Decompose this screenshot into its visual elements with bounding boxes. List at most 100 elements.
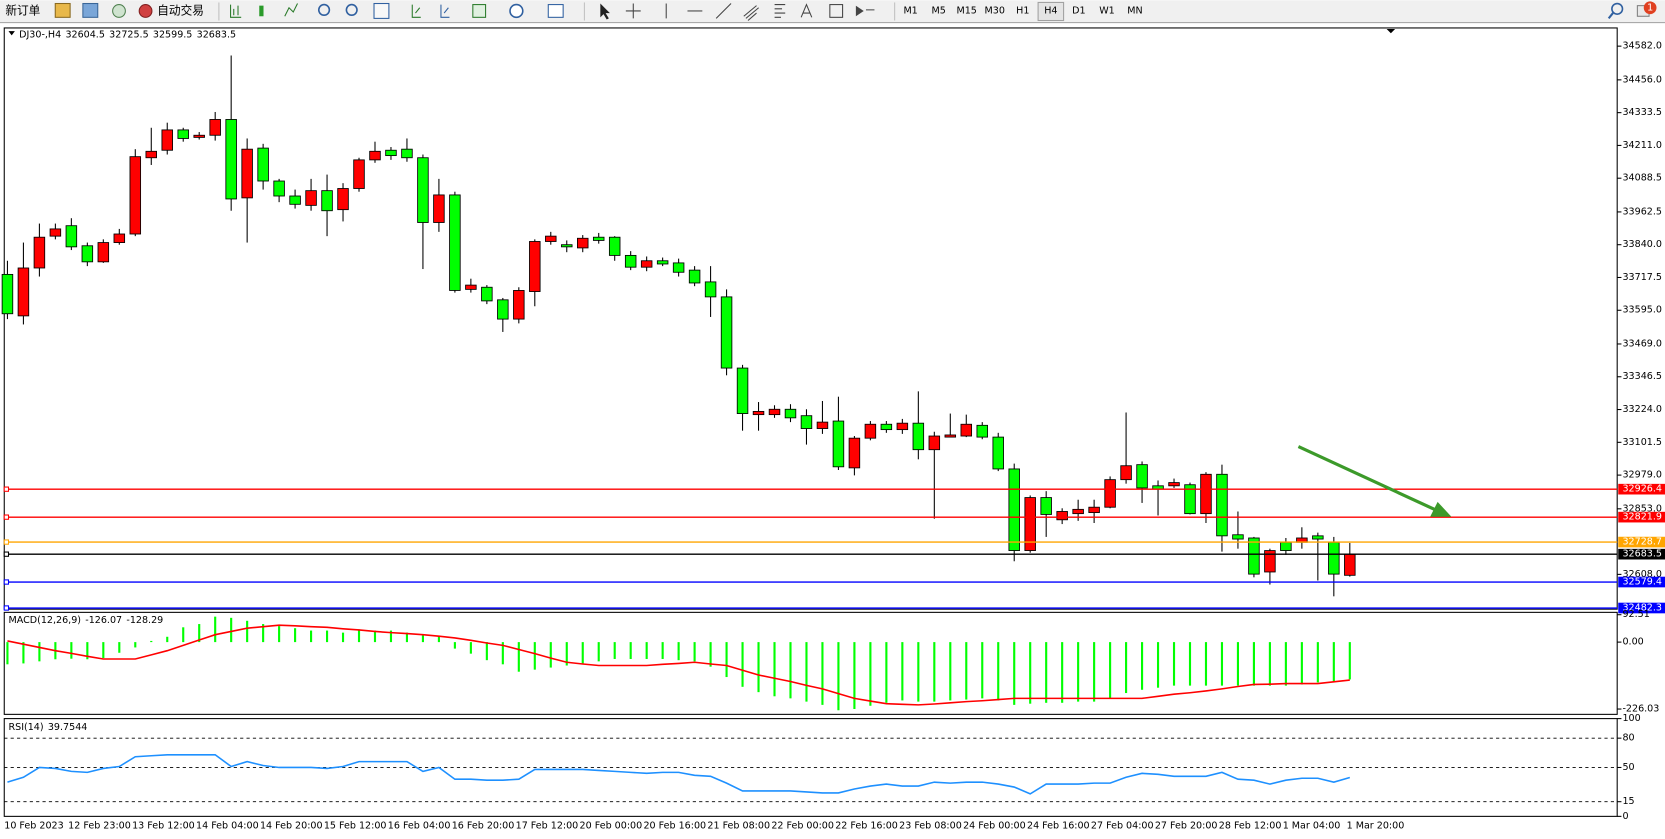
icon[interactable] xyxy=(54,2,71,18)
y-tick-label: 34333.5 xyxy=(1622,107,1661,118)
candle-body xyxy=(65,225,78,248)
timeframe-button[interactable]: W1 xyxy=(1099,5,1115,16)
icon[interactable] xyxy=(284,3,298,17)
panel-frame xyxy=(3,27,1618,610)
x-tick-label: 15 Feb 12:00 xyxy=(324,820,387,831)
level-label-bg xyxy=(1618,536,1665,548)
icon[interactable] xyxy=(547,4,564,18)
timeframe-button[interactable]: M30 xyxy=(985,5,1005,16)
level-label: 32482.3 xyxy=(1622,603,1661,614)
candle-body xyxy=(273,180,285,197)
level-handle[interactable] xyxy=(3,551,10,557)
auto-trading-button[interactable]: 自动交易 xyxy=(157,3,204,17)
timeframe-button[interactable]: MN xyxy=(1127,5,1142,16)
crosshair-tool[interactable] xyxy=(625,3,641,19)
candle-body xyxy=(672,262,685,273)
level-handle[interactable] xyxy=(3,514,10,520)
candle-body xyxy=(449,194,461,291)
zoom-in[interactable] xyxy=(317,3,331,17)
timeframe-button[interactable]: M1 xyxy=(903,5,917,16)
y-tick-label: 33101.5 xyxy=(1622,437,1661,448)
trendline-tool[interactable] xyxy=(715,3,732,19)
candle-body xyxy=(1024,497,1036,551)
candle-body xyxy=(816,421,829,429)
header-part: 32604.5 xyxy=(65,29,104,40)
text-tool[interactable] xyxy=(800,3,813,18)
candle-body xyxy=(225,119,237,200)
candle-body xyxy=(1280,541,1292,551)
candle-body xyxy=(129,156,142,235)
cursor-tool[interactable] xyxy=(600,3,610,20)
level-handle[interactable] xyxy=(3,486,10,492)
icon[interactable] xyxy=(259,5,264,17)
candle-body xyxy=(592,236,605,241)
x-tick-label: 20 Feb 16:00 xyxy=(643,820,706,831)
timeframe-button[interactable]: M5 xyxy=(931,5,945,16)
x-tick-label: 23 Feb 08:00 xyxy=(899,820,962,831)
x-tick-label: 14 Feb 20:00 xyxy=(260,820,323,831)
icon[interactable] xyxy=(509,3,524,19)
candle-body xyxy=(209,119,221,136)
timeframe-button[interactable]: H1 xyxy=(1016,5,1029,16)
y-tick-label: 33717.5 xyxy=(1622,272,1661,283)
search-button[interactable] xyxy=(1611,2,1624,15)
candle-body xyxy=(1328,541,1340,575)
auto-trading-icon[interactable] xyxy=(138,4,153,18)
y-tick-label: 33840.0 xyxy=(1622,239,1661,250)
icon[interactable] xyxy=(82,2,99,18)
candle-body xyxy=(928,435,941,451)
candle-body xyxy=(1248,537,1260,575)
timeframe-button[interactable]: D1 xyxy=(1072,5,1085,16)
candle-body xyxy=(944,434,957,438)
candle-body xyxy=(912,422,925,451)
chart-window xyxy=(0,23,1665,839)
icon[interactable] xyxy=(373,2,390,19)
icon[interactable] xyxy=(472,4,487,18)
x-tick-label: 16 Feb 20:00 xyxy=(452,820,515,831)
candle-body xyxy=(656,260,669,265)
drawn-arrow xyxy=(1297,445,1438,512)
timeframe-button[interactable]: H4 xyxy=(1044,5,1057,16)
search-handle xyxy=(1607,12,1614,20)
y-tick-label: 80 xyxy=(1622,733,1634,744)
arrows-tool[interactable] xyxy=(855,5,875,17)
candle-body xyxy=(992,436,1004,470)
icon[interactable] xyxy=(440,4,450,18)
x-tick-label: 14 Feb 04:00 xyxy=(196,820,259,831)
level-handle[interactable] xyxy=(3,605,10,611)
y-tick-label: 33595.0 xyxy=(1622,305,1661,316)
candle-body xyxy=(864,423,877,439)
symbol-marker[interactable] xyxy=(8,31,15,36)
candle-body xyxy=(1136,464,1148,489)
timeframe-bar: M1 M5 M15 M30 H1 H4 D1 W1 MN xyxy=(903,1,1143,22)
candle-body xyxy=(704,281,717,298)
icon[interactable] xyxy=(230,4,242,18)
zoom-out[interactable] xyxy=(345,3,358,17)
candle-body xyxy=(17,267,30,317)
y-tick-label: 34582.0 xyxy=(1622,41,1661,52)
fibo-tool[interactable] xyxy=(774,4,786,18)
level-handle[interactable] xyxy=(3,539,10,545)
label-tool[interactable] xyxy=(829,4,844,18)
candle-body xyxy=(289,195,301,205)
level-label-bg xyxy=(1618,548,1665,560)
candle-body xyxy=(800,415,813,429)
level-label-bg xyxy=(1618,602,1665,614)
candle-body xyxy=(193,134,205,138)
icon[interactable] xyxy=(411,4,421,18)
notification-badge[interactable] xyxy=(1643,1,1657,15)
candle-body xyxy=(1056,511,1068,521)
level-handle[interactable] xyxy=(3,579,10,585)
candle-body xyxy=(1008,468,1020,551)
new-order-button[interactable]: 新订单 xyxy=(5,3,40,17)
candle-body xyxy=(688,269,701,284)
channel-tool[interactable] xyxy=(743,5,759,21)
y-tick-label: 0.00 xyxy=(1622,637,1643,648)
charts: 34582.0 34456.0 34333.5 34211.0 34088.5 33962… xyxy=(1,27,1665,831)
x-tick-label: 24 Feb 00:00 xyxy=(963,820,1026,831)
chart-shift-marker[interactable] xyxy=(1386,29,1396,34)
candle-body xyxy=(241,148,253,199)
icon[interactable] xyxy=(112,4,126,18)
timeframe-button[interactable]: M15 xyxy=(957,5,977,16)
